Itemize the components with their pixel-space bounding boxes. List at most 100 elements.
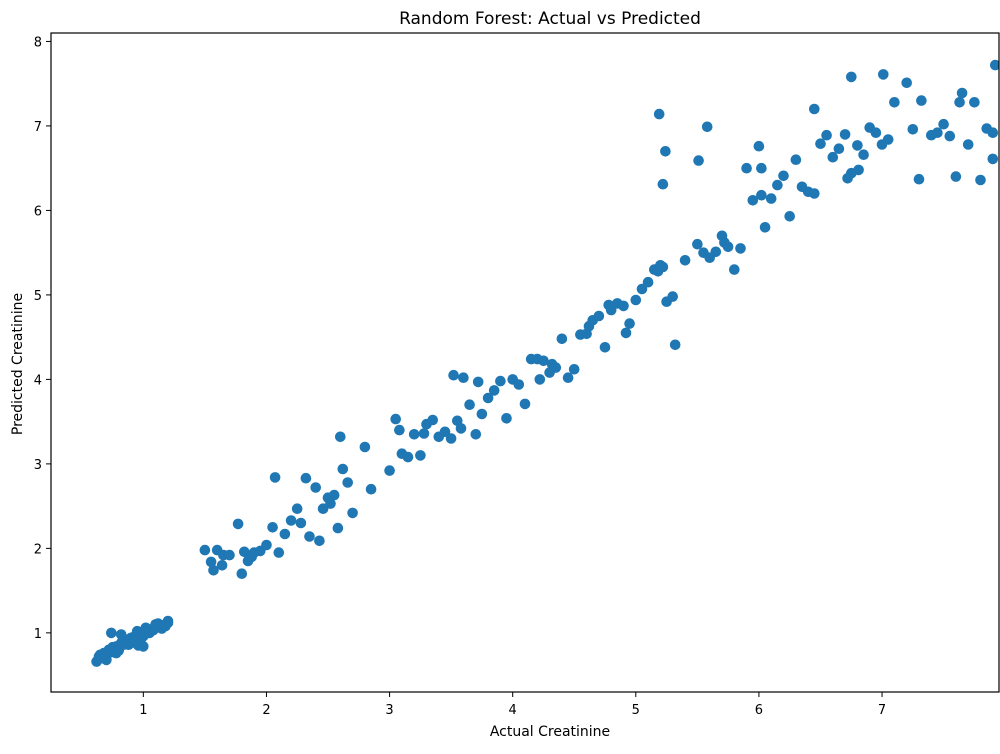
data-point <box>907 124 919 135</box>
data-point <box>295 517 307 529</box>
data-points <box>91 59 999 667</box>
data-point <box>679 254 691 266</box>
y-tick-label: 7 <box>34 120 42 135</box>
data-point <box>310 482 322 493</box>
data-point <box>653 108 665 120</box>
data-point <box>944 130 956 142</box>
data-point <box>394 424 405 436</box>
x-axis-label: Actual Creatinine <box>490 724 610 740</box>
data-point <box>347 507 358 519</box>
data-point <box>534 374 546 385</box>
data-point <box>269 472 281 483</box>
x-tick-label: 4 <box>509 703 517 718</box>
data-point <box>642 276 654 288</box>
data-point <box>987 127 999 138</box>
data-point <box>273 547 285 558</box>
data-point <box>772 179 783 191</box>
y-tick-label: 1 <box>34 627 42 642</box>
data-point <box>870 127 882 138</box>
data-point <box>415 450 426 461</box>
data-point <box>630 294 642 306</box>
data-point <box>476 408 488 420</box>
data-point <box>445 433 457 444</box>
data-point <box>821 129 832 141</box>
data-point <box>408 429 420 440</box>
y-tick-label: 8 <box>34 35 42 50</box>
data-point <box>291 503 303 514</box>
x-tick-label: 3 <box>385 703 393 718</box>
data-point <box>809 188 820 199</box>
x-axis-ticks: 1 2 3 4 5 6 7 <box>139 692 886 718</box>
data-point <box>519 398 531 410</box>
data-point <box>636 283 648 295</box>
data-point <box>501 413 512 424</box>
data-point <box>790 154 802 165</box>
x-tick-label: 6 <box>755 703 763 718</box>
data-point <box>448 369 459 381</box>
data-point <box>593 310 605 322</box>
data-point <box>101 651 112 662</box>
x-tick-label: 2 <box>262 703 270 718</box>
data-point <box>359 441 371 453</box>
data-point <box>599 342 611 353</box>
data-point <box>335 431 346 443</box>
x-tick-label: 5 <box>632 703 640 718</box>
data-point <box>300 472 312 484</box>
data-point <box>784 211 795 222</box>
data-point <box>975 174 986 186</box>
data-point <box>495 375 506 387</box>
data-point <box>384 465 395 476</box>
data-point <box>916 95 927 106</box>
data-point <box>701 121 713 133</box>
data-point <box>756 162 767 174</box>
data-point <box>455 423 467 434</box>
data-point <box>950 171 962 182</box>
x-tick-label: 1 <box>139 703 147 718</box>
data-point <box>605 304 617 316</box>
data-point <box>846 71 857 83</box>
data-point <box>458 372 469 384</box>
data-point <box>669 339 681 351</box>
data-point <box>152 618 164 629</box>
data-point <box>332 522 344 534</box>
data-point <box>556 333 568 345</box>
data-point <box>852 140 863 151</box>
data-point <box>115 629 127 640</box>
data-point <box>932 127 943 138</box>
data-point <box>427 414 439 426</box>
data-point <box>882 134 894 145</box>
data-point <box>759 222 771 233</box>
data-point <box>267 522 278 533</box>
data-point <box>314 535 325 547</box>
data-point <box>205 556 217 568</box>
data-point <box>106 627 117 639</box>
data-point <box>513 379 525 390</box>
data-point <box>735 243 746 254</box>
data-point <box>325 498 336 509</box>
y-tick-label: 2 <box>34 542 42 557</box>
data-point <box>317 503 329 514</box>
data-point <box>390 413 402 425</box>
data-point <box>365 483 377 495</box>
x-tick-label: 7 <box>878 703 886 718</box>
data-point <box>809 103 820 115</box>
data-point <box>199 544 211 556</box>
data-point <box>990 59 999 71</box>
y-tick-label: 3 <box>34 458 42 473</box>
data-point <box>842 173 853 184</box>
data-point <box>667 291 678 302</box>
data-point <box>562 372 574 384</box>
data-point <box>853 164 864 176</box>
y-tick-label: 4 <box>34 373 42 388</box>
data-point <box>208 565 219 576</box>
data-point <box>464 399 475 411</box>
data-point <box>839 129 851 140</box>
data-point <box>858 149 869 160</box>
data-point <box>138 641 149 652</box>
data-point <box>402 451 414 463</box>
data-point <box>470 429 482 440</box>
data-point <box>693 155 704 166</box>
data-point <box>889 97 900 108</box>
data-point <box>439 426 451 438</box>
